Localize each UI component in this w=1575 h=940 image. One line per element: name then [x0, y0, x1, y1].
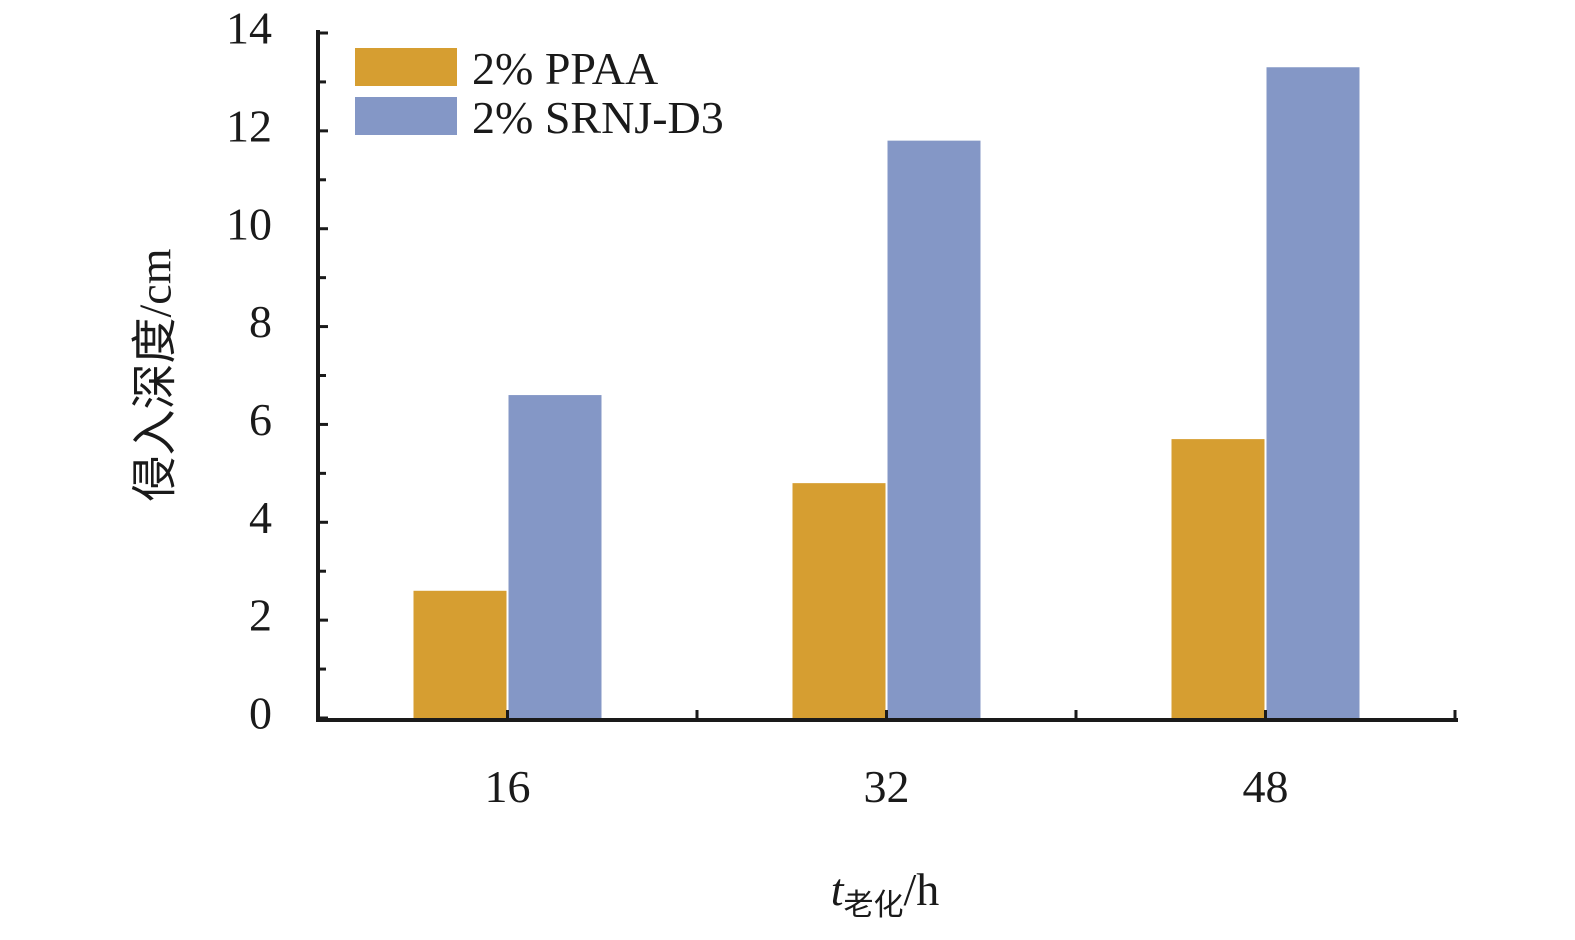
x-axis-title-sub: 老化 [844, 889, 904, 922]
legend-swatch-ppaa [355, 48, 457, 86]
y-tick-label: 12 [226, 100, 272, 151]
legend: 2% PPAA 2% SRNJ-D3 [355, 43, 724, 143]
y-tick-label: 2 [249, 590, 272, 641]
x-axis-title-var: t [831, 864, 845, 915]
x-ticks-group: 16 32 48 [485, 710, 1457, 812]
x-tick-label: 16 [485, 761, 531, 812]
bar-srnj-32 [887, 140, 981, 719]
y-axis-title: 侵入深度/cm [130, 248, 181, 501]
bar-ppaa-32 [792, 483, 886, 718]
x-axis-title: t老化/h [831, 864, 940, 922]
legend-label-ppaa: 2% PPAA [472, 43, 658, 94]
y-tick-label: 8 [249, 296, 272, 347]
bar-ppaa-16 [413, 590, 507, 718]
x-tick-label: 48 [1243, 761, 1289, 812]
y-tick-label: 10 [226, 198, 272, 249]
legend-swatch-srnj [355, 97, 457, 135]
bar-srnj-16 [508, 395, 602, 718]
y-tick-label: 14 [226, 3, 272, 54]
bars-group [413, 67, 1360, 719]
bar-ppaa-48 [1171, 439, 1265, 718]
legend-label-srnj: 2% SRNJ-D3 [472, 92, 724, 143]
x-tick-label: 32 [864, 761, 910, 812]
y-ticks-group: 0 2 4 6 8 10 12 14 [226, 3, 328, 739]
y-tick-label: 4 [249, 492, 272, 543]
x-axis-title-unit: /h [904, 864, 940, 915]
y-tick-label: 0 [249, 688, 272, 739]
bar-srnj-48 [1266, 67, 1360, 718]
y-tick-label: 6 [249, 394, 272, 445]
